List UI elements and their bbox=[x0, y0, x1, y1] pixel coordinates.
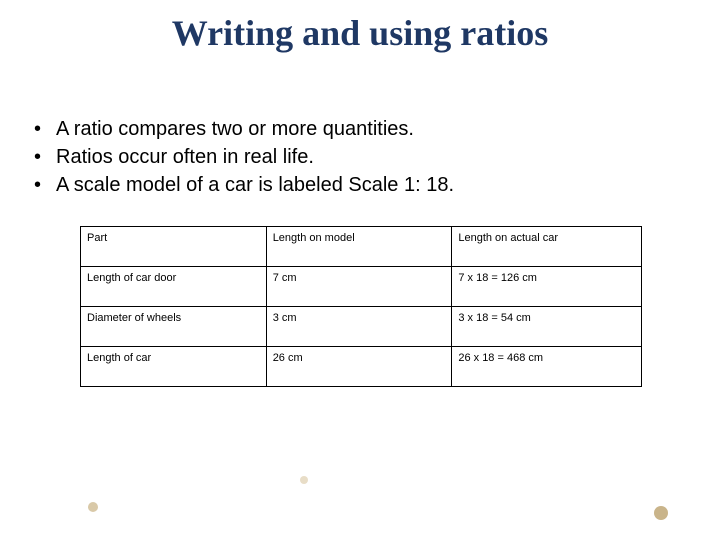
bullet-marker: • bbox=[34, 116, 56, 142]
table-header-cell: Length on actual car bbox=[452, 227, 642, 267]
table-header-cell: Part bbox=[81, 227, 267, 267]
bullet-text: Ratios occur often in real life. bbox=[56, 144, 314, 170]
decoration-dot bbox=[88, 502, 98, 512]
table-cell: Diameter of wheels bbox=[81, 307, 267, 347]
bullet-text: A ratio compares two or more quantities. bbox=[56, 116, 414, 142]
table-cell: 7 cm bbox=[266, 267, 452, 307]
table-cell: Length of car bbox=[81, 347, 267, 387]
bullet-marker: • bbox=[34, 172, 56, 198]
ratios-table: Part Length on model Length on actual ca… bbox=[80, 226, 642, 387]
table-cell: 7 x 18 = 126 cm bbox=[452, 267, 642, 307]
table-row: Length of car door 7 cm 7 x 18 = 126 cm bbox=[81, 267, 642, 307]
table-header-cell: Length on model bbox=[266, 227, 452, 267]
table-row: Diameter of wheels 3 cm 3 x 18 = 54 cm bbox=[81, 307, 642, 347]
bullet-marker: • bbox=[34, 144, 56, 170]
table-row: Length of car 26 cm 26 x 18 = 468 cm bbox=[81, 347, 642, 387]
bullet-item: • Ratios occur often in real life. bbox=[34, 144, 686, 170]
table-cell: 26 x 18 = 468 cm bbox=[452, 347, 642, 387]
bullet-item: • A scale model of a car is labeled Scal… bbox=[34, 172, 686, 198]
table-cell: 3 x 18 = 54 cm bbox=[452, 307, 642, 347]
bullet-list: • A ratio compares two or more quantitie… bbox=[34, 116, 686, 198]
bullet-item: • A ratio compares two or more quantitie… bbox=[34, 116, 686, 142]
table-header-row: Part Length on model Length on actual ca… bbox=[81, 227, 642, 267]
bullet-text: A scale model of a car is labeled Scale … bbox=[56, 172, 454, 198]
decoration-dot bbox=[654, 506, 668, 520]
table-cell: 3 cm bbox=[266, 307, 452, 347]
table-cell: 26 cm bbox=[266, 347, 452, 387]
table-cell: Length of car door bbox=[81, 267, 267, 307]
slide-title: Writing and using ratios bbox=[0, 0, 720, 54]
decoration-dot bbox=[300, 476, 308, 484]
